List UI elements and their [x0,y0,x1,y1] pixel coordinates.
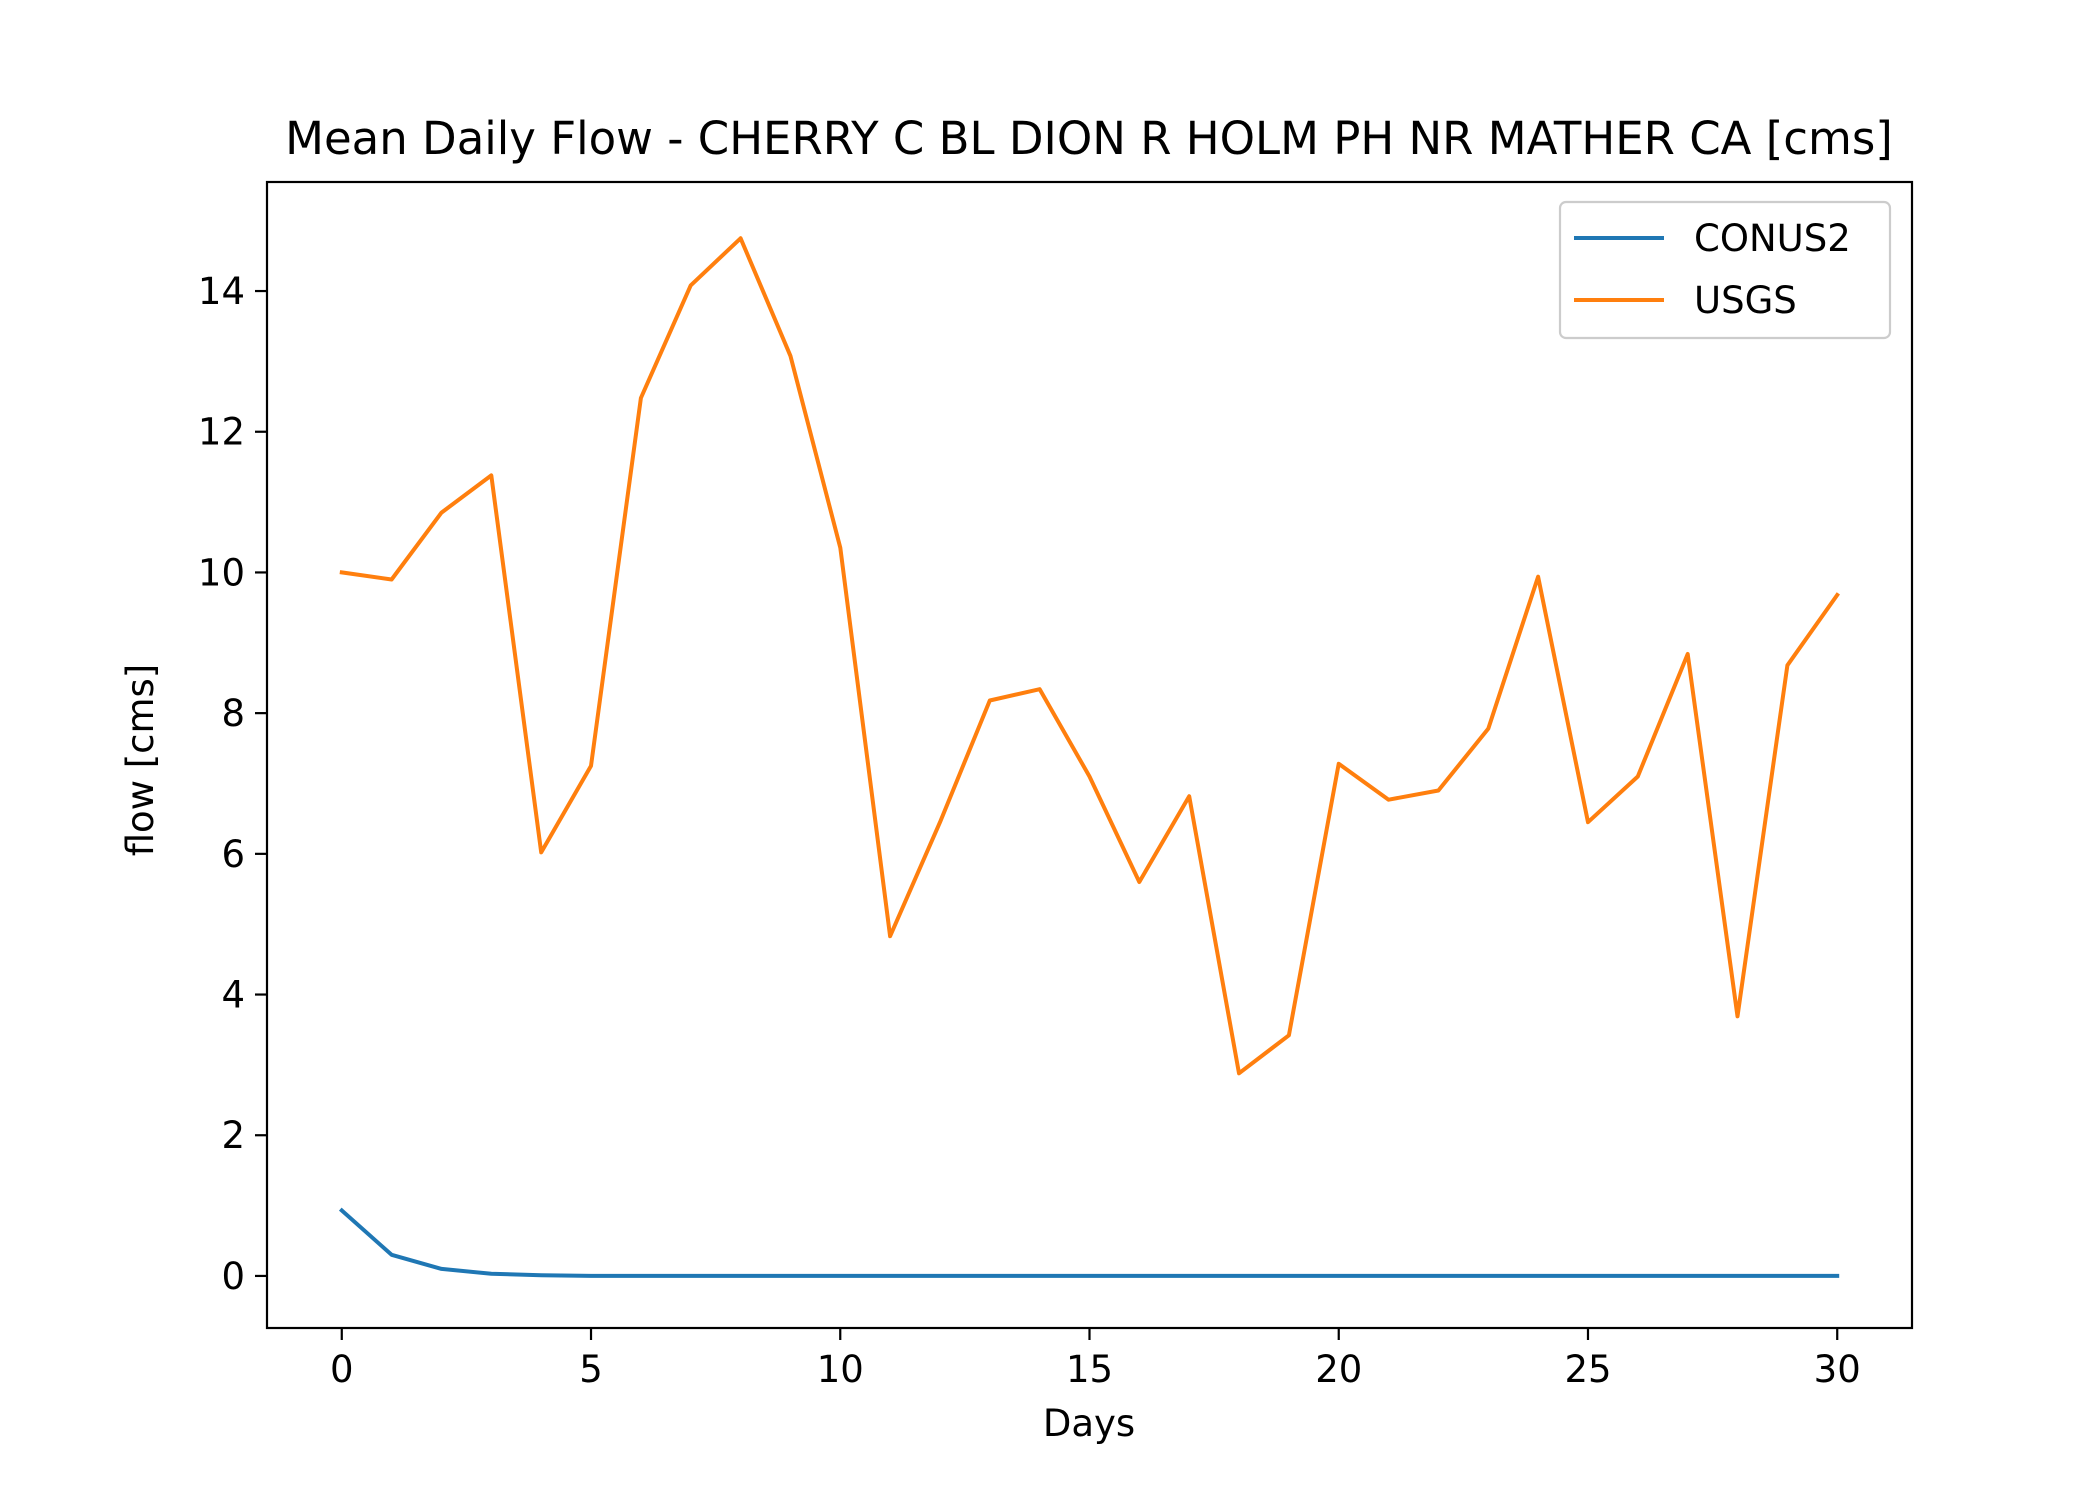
y-tick-label: 12 [198,411,245,454]
series-line-usgs [339,236,1840,1076]
x-tick-label: 5 [579,1348,603,1391]
y-tick-label: 2 [221,1114,245,1157]
series-line-conus2 [338,1207,1840,1278]
legend-label-conus2: CONUS2 [1694,217,1851,260]
y-tick-label: 8 [221,692,245,735]
x-tick-label: 20 [1315,1348,1362,1391]
plot-frame [265,180,1914,1330]
y-axis-label: flow [cms] [119,664,162,857]
axes: 0 5 10 15 20 25 30 0 2 4 6 8 10 12 14 [198,180,1914,1391]
x-tick-label: 15 [1066,1348,1113,1391]
x-tick-label: 25 [1564,1348,1611,1391]
plot-area [338,236,1840,1278]
legend-label-usgs: USGS [1694,279,1797,322]
x-tick-label: 10 [817,1348,864,1391]
x-axis-label: Days [1043,1402,1135,1445]
y-tick-label: 6 [221,833,245,876]
chart-title: Mean Daily Flow - CHERRY C BL DION R HOL… [285,112,1893,165]
y-tick-label: 4 [221,974,245,1017]
x-tick-label: 30 [1814,1348,1861,1391]
y-tick-label: 0 [221,1255,245,1298]
legend: CONUS2 USGS [1558,200,1892,340]
y-tick-label: 10 [198,551,245,594]
x-tick-label: 0 [330,1348,354,1391]
y-tick-label: 14 [198,270,245,313]
